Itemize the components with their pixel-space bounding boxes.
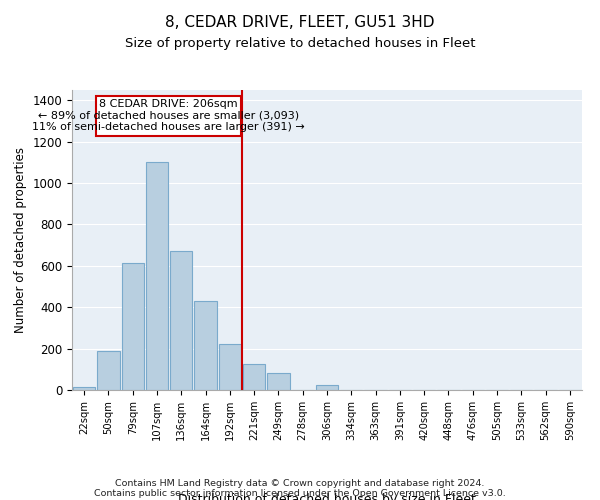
Bar bbox=[170, 252, 193, 390]
Bar bbox=[97, 350, 119, 390]
Bar bbox=[316, 385, 338, 390]
Text: 8, CEDAR DRIVE, FLEET, GU51 3HD: 8, CEDAR DRIVE, FLEET, GU51 3HD bbox=[165, 15, 435, 30]
Y-axis label: Number of detached properties: Number of detached properties bbox=[14, 147, 27, 333]
Text: Contains HM Land Registry data © Crown copyright and database right 2024.: Contains HM Land Registry data © Crown c… bbox=[115, 478, 485, 488]
Bar bbox=[243, 364, 265, 390]
Bar bbox=[122, 263, 144, 390]
Text: 11% of semi-detached houses are larger (391) →: 11% of semi-detached houses are larger (… bbox=[32, 122, 305, 132]
Bar bbox=[73, 387, 95, 390]
Bar bbox=[194, 301, 217, 390]
Text: ← 89% of detached houses are smaller (3,093): ← 89% of detached houses are smaller (3,… bbox=[38, 110, 299, 120]
Text: Size of property relative to detached houses in Fleet: Size of property relative to detached ho… bbox=[125, 38, 475, 51]
Bar bbox=[267, 374, 290, 390]
Bar bbox=[218, 344, 241, 390]
FancyBboxPatch shape bbox=[96, 96, 241, 136]
Text: 8 CEDAR DRIVE: 206sqm: 8 CEDAR DRIVE: 206sqm bbox=[99, 100, 238, 110]
Bar bbox=[146, 162, 168, 390]
X-axis label: Distribution of detached houses by size in Fleet: Distribution of detached houses by size … bbox=[178, 493, 476, 500]
Text: Contains public sector information licensed under the Open Government Licence v3: Contains public sector information licen… bbox=[94, 488, 506, 498]
